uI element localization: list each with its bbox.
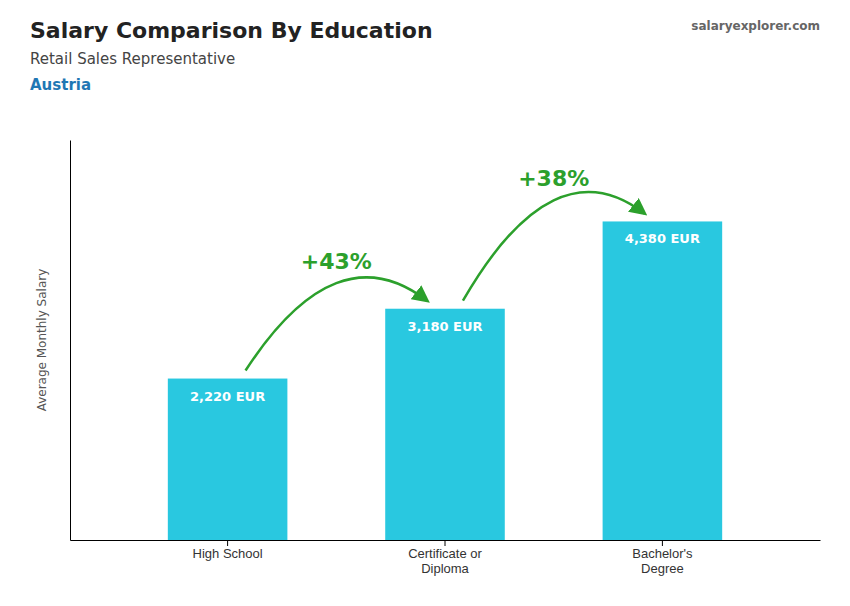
bar [603,221,723,540]
plot: High School Certificate orDiploma Bachelor… [71,141,821,577]
title: Salary Comparison By Education [30,18,433,43]
bar [385,309,505,540]
y-axis [70,141,71,541]
chart: Salary Comparison By Education Retail Sal… [0,0,850,606]
arrows: +43% +38% [246,166,645,370]
change-label: +43% [301,249,372,274]
annotation: Austria [30,76,91,94]
change-label: +38% [518,166,589,191]
subtitle: Retail Sales Representative [30,50,235,68]
x-tick-label-line: Degree [641,561,684,576]
x-tick: Certificate orDiploma [408,540,482,576]
y-axis-line [70,141,71,541]
x-tick-label: Certificate orDiploma [408,546,482,576]
change-arrow [463,192,645,301]
x-tick-label-line: Bachelor's [632,546,693,561]
bars [168,221,722,540]
x-tick: Bachelor'sDegree [632,540,693,576]
x-tick-label: High School [193,546,263,561]
data-label: 3,180 EUR [407,319,482,334]
x-axis: High School Certificate orDiploma Bachelor… [71,540,821,576]
data-labels: 2,220 EUR 3,180 EUR 4,380 EUR [190,231,700,403]
bar [168,379,288,540]
annotation: salaryexplorer.com [691,19,820,33]
data-label: 2,220 EUR [190,389,265,404]
x-tick-label: Bachelor'sDegree [632,546,693,576]
x-tick-mark [445,540,446,546]
x-tick-label-line: Certificate or [408,546,482,561]
y-axis-title: Average Monthly Salary [35,269,49,412]
data-label: 4,380 EUR [625,231,700,246]
x-tick-label-line: High School [193,546,263,561]
x-tick: High School [193,540,263,561]
x-tick-mark [227,540,228,546]
x-tick-mark [662,540,663,546]
x-tick-label-line: Diploma [421,561,469,576]
change-arrow [246,277,428,370]
